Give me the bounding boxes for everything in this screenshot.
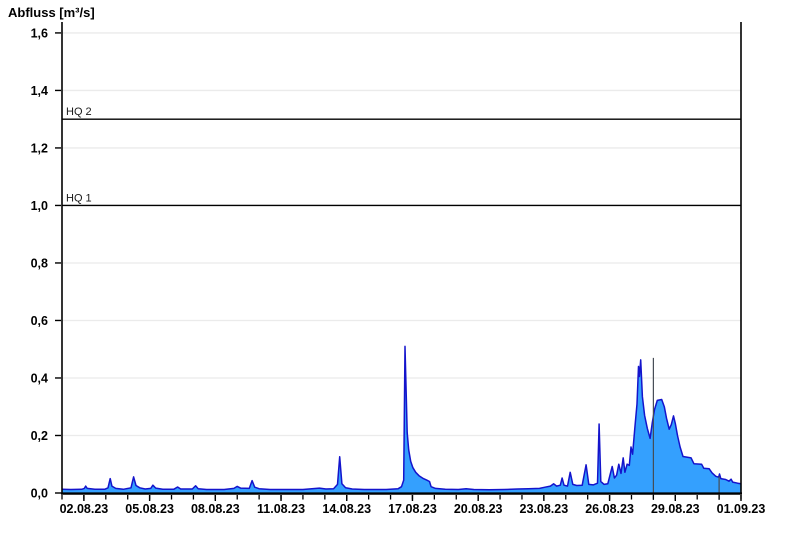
y-ticks: 0,0 0,2 0,4 0,6 0,8 1,0 1,2 1,4 1,6 xyxy=(31,26,61,501)
x-tick-label: 17.08.23 xyxy=(388,502,437,516)
chart-title: Abfluss [m³/s] xyxy=(8,5,95,20)
y-tick-label: 0,2 xyxy=(31,429,48,443)
y-tick-label: 0,6 xyxy=(31,314,48,328)
y-tick-label: 1,4 xyxy=(31,84,48,98)
y-tick-label: 0,4 xyxy=(31,371,48,385)
y-tick-label: 0,8 xyxy=(31,256,48,270)
y-tick-label: 0,0 xyxy=(31,487,48,501)
y-tick-label: 1,2 xyxy=(31,141,48,155)
x-tick-label: 11.08.23 xyxy=(257,502,305,516)
x-tick-label: 14.08.23 xyxy=(322,502,371,516)
x-tick-label: 29.08.23 xyxy=(651,502,700,516)
hq-label: HQ 1 xyxy=(66,192,92,204)
discharge-area xyxy=(62,346,741,493)
hq-label: HQ 2 xyxy=(66,106,92,118)
x-ticks: 02.08.23 05.08.23 08.08.23 11.08.23 14.08.23… xyxy=(60,495,766,516)
x-tick-label: 08.08.23 xyxy=(191,502,240,516)
x-tick-label: 20.08.23 xyxy=(454,502,503,516)
x-tick-label: 05.08.23 xyxy=(125,502,174,516)
reference-lines: HQ 2 HQ 1 xyxy=(62,106,741,207)
x-tick-label: 23.08.23 xyxy=(520,502,569,516)
x-tick-label: 26.08.23 xyxy=(585,502,634,516)
discharge-line xyxy=(61,345,742,491)
x-tick-label: 01.09.23 xyxy=(717,502,766,516)
y-tick-label: 1,0 xyxy=(31,199,48,213)
x-tick-label: 02.08.23 xyxy=(60,502,109,516)
y-tick-label: 1,6 xyxy=(31,26,48,40)
